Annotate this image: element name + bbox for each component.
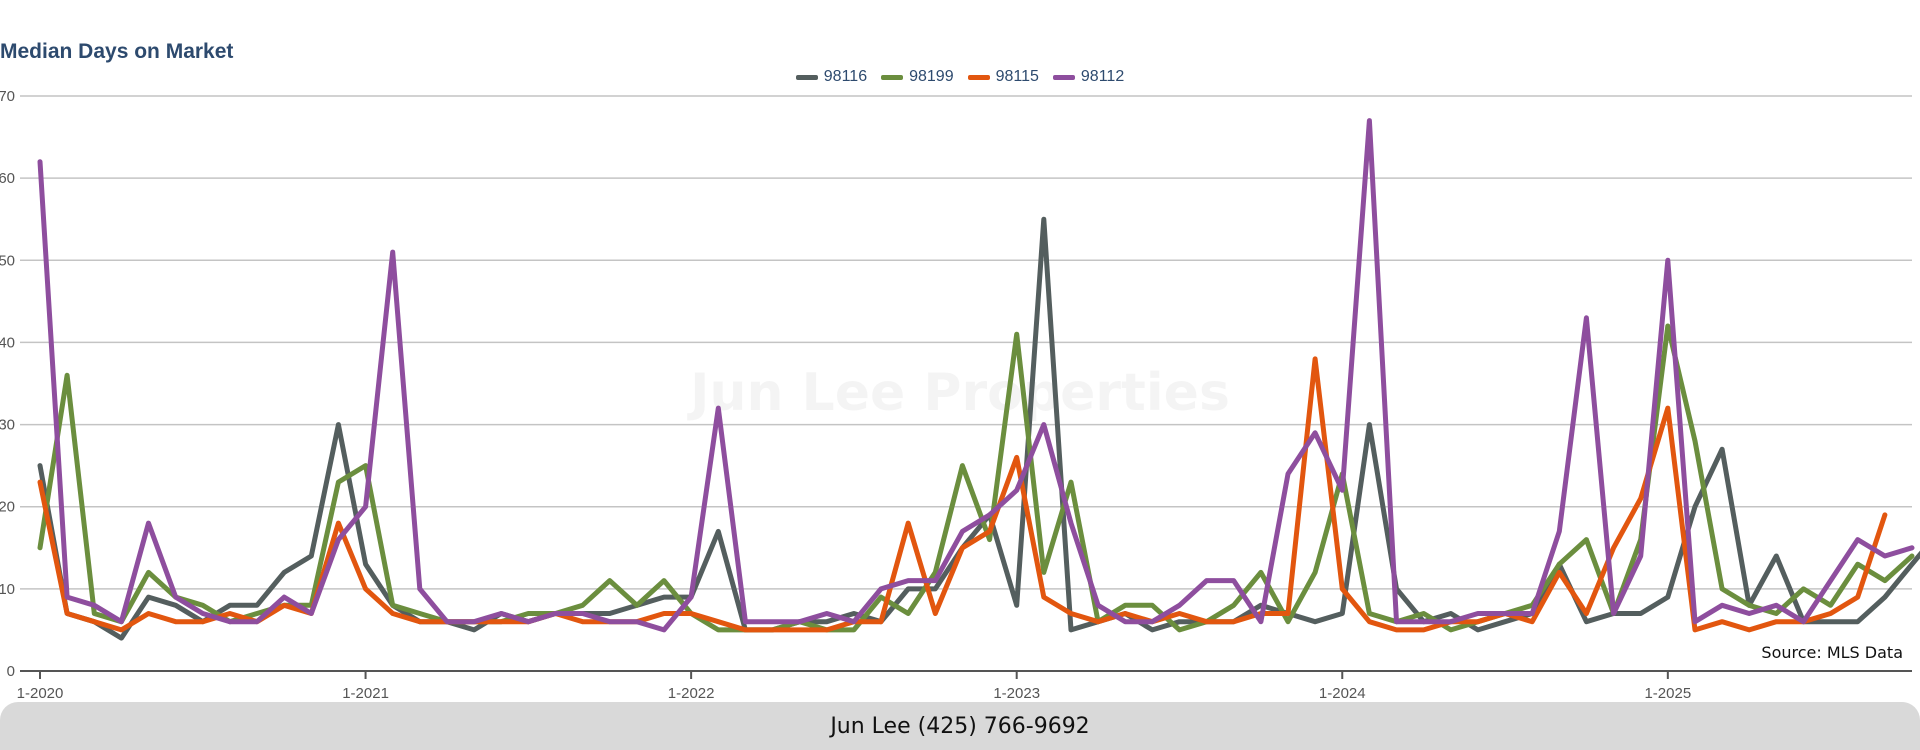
legend-item-98112[interactable]: 98112 (1052, 68, 1125, 86)
x-tick-label: 1-2022 (668, 685, 715, 700)
y-tick-label: 10 (0, 581, 15, 598)
series-line-98112 (37, 118, 1915, 633)
legend-swatch-98116 (795, 74, 818, 80)
legend-label-98112: 98112 (1080, 68, 1125, 85)
x-tick-label: 1-2023 (993, 685, 1040, 700)
x-tick-label: 1-2025 (1644, 685, 1691, 700)
series-lines (37, 118, 1920, 641)
legend-label-98116: 98116 (823, 68, 868, 85)
y-tick-label: 50 (0, 252, 15, 269)
footer-contact: Jun Lee (425) 766-9692 (830, 713, 1090, 739)
legend-swatch-98199 (881, 74, 904, 80)
gridlines (20, 95, 1912, 590)
y-tick-label: 20 (0, 499, 15, 516)
watermark-text: Jun Lee Properties (687, 363, 1230, 423)
chart-title: Median Days on Market (0, 40, 234, 63)
legend-swatch-98112 (1052, 74, 1075, 80)
y-tick-label: 70 (0, 88, 15, 105)
legend: 98116 98199 98115 98112 (0, 68, 1920, 86)
y-tick-label: 30 (0, 417, 15, 434)
source-note: Source: MLS Data (1761, 643, 1903, 662)
series-line-98115 (37, 356, 1888, 633)
y-tick-label: 40 (0, 334, 15, 351)
legend-label-98115: 98115 (995, 68, 1039, 85)
legend-swatch-98115 (967, 74, 990, 80)
y-axis-ticks: 0 10 20 30 40 50 60 70 (0, 88, 15, 680)
x-tick-label: 1-2021 (342, 685, 389, 700)
legend-item-98199[interactable]: 98199 (881, 68, 954, 86)
legend-item-98115[interactable]: 98115 (967, 68, 1039, 86)
line-chart: 0 10 20 30 40 50 60 70 Jun Lee Properties 1-202… (0, 88, 1920, 700)
footer-bar: Jun Lee (425) 766-9692 (0, 702, 1920, 750)
legend-item-98116[interactable]: 98116 (795, 68, 868, 86)
x-tick-label: 1-2020 (17, 685, 64, 700)
x-axis: 1-2020 1-2021 1-2022 1-2023 1-2024 1-2025 (17, 670, 1912, 700)
y-tick-label: 0 (7, 663, 15, 680)
y-tick-label: 60 (0, 170, 15, 187)
x-tick-label: 1-2024 (1319, 685, 1366, 700)
legend-label-98199: 98199 (909, 68, 954, 85)
